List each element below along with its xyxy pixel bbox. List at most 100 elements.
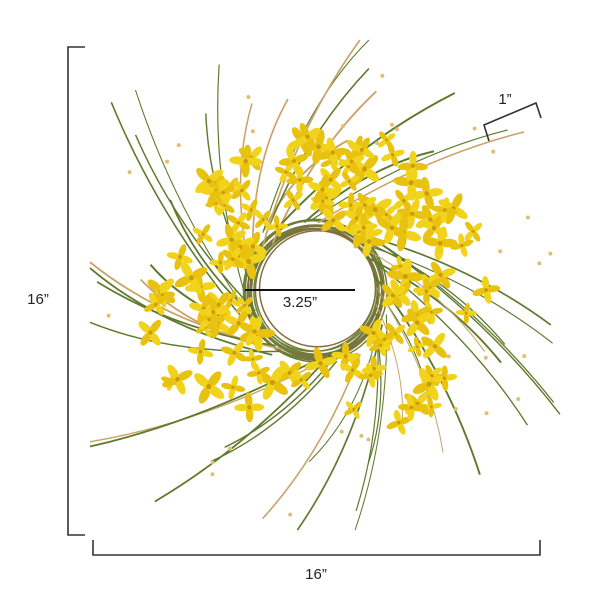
bud	[165, 159, 170, 164]
flower	[426, 261, 456, 289]
petal	[361, 366, 375, 374]
petal	[344, 408, 355, 416]
flower-center	[211, 310, 216, 314]
petal	[350, 160, 359, 174]
petal	[306, 127, 321, 139]
petal	[362, 240, 372, 257]
petal	[338, 159, 352, 167]
petal	[224, 258, 234, 271]
bud	[127, 170, 132, 175]
petal	[162, 377, 179, 388]
petal	[351, 357, 361, 371]
bud	[228, 446, 233, 451]
flower-center	[261, 218, 265, 222]
petal	[249, 199, 258, 211]
petal	[460, 244, 468, 257]
petal	[472, 222, 483, 233]
petal	[472, 288, 487, 296]
flower	[274, 162, 297, 183]
stem	[89, 321, 280, 353]
flower	[464, 221, 483, 242]
petal	[382, 338, 391, 352]
petal	[201, 294, 211, 310]
petal	[279, 360, 291, 374]
bud	[106, 313, 111, 318]
petal	[410, 404, 425, 412]
flower-center	[350, 368, 355, 373]
petal	[300, 371, 312, 381]
bud	[375, 141, 380, 146]
petal	[421, 374, 433, 383]
flower-center	[366, 239, 372, 244]
petal	[207, 169, 224, 183]
petal	[455, 309, 467, 316]
petal	[149, 319, 162, 334]
petal	[332, 147, 349, 156]
petal	[216, 237, 233, 247]
bud	[366, 437, 371, 442]
petal	[199, 282, 216, 291]
petal	[363, 204, 373, 217]
bud	[453, 406, 458, 411]
petal	[144, 303, 157, 312]
petal	[300, 379, 310, 390]
petal	[253, 332, 263, 352]
petal	[254, 329, 271, 338]
petal	[464, 230, 474, 241]
petal	[409, 150, 417, 167]
petal	[243, 304, 252, 315]
petal	[372, 337, 385, 346]
bud	[288, 512, 293, 517]
flower-center	[410, 163, 415, 168]
petal	[262, 381, 275, 400]
petal	[227, 322, 240, 336]
flower	[318, 137, 349, 168]
petal	[174, 256, 182, 270]
flower	[359, 319, 388, 348]
petal	[291, 378, 302, 388]
petal	[245, 157, 263, 166]
petal	[440, 209, 448, 224]
petal	[237, 221, 250, 230]
petal	[209, 298, 217, 313]
petal	[378, 139, 388, 148]
flower	[221, 375, 246, 400]
petal	[428, 406, 434, 418]
petal	[140, 331, 152, 346]
petal	[465, 221, 474, 233]
flower-center	[437, 240, 443, 246]
petal	[224, 224, 234, 241]
flower-center	[221, 190, 226, 195]
petal	[286, 189, 295, 201]
petal	[209, 259, 221, 266]
flower	[286, 166, 314, 194]
petal	[371, 319, 382, 334]
petal	[345, 401, 355, 411]
petal	[190, 267, 208, 280]
petal	[415, 307, 431, 317]
petal	[243, 297, 253, 307]
petal	[178, 244, 187, 258]
flower-center	[429, 405, 433, 409]
flower-center	[415, 401, 420, 406]
flower	[455, 302, 477, 324]
petal	[344, 210, 358, 220]
petal	[231, 247, 241, 260]
flower-center	[390, 293, 395, 298]
petal	[233, 179, 243, 192]
bud	[472, 126, 477, 131]
flower-center	[424, 191, 429, 196]
flower	[376, 212, 407, 245]
petal	[271, 381, 288, 395]
petal	[350, 224, 365, 231]
petal	[221, 191, 229, 206]
petal	[248, 252, 266, 264]
petal	[423, 237, 441, 247]
petal	[248, 403, 265, 411]
petal	[245, 330, 257, 346]
petal	[232, 385, 246, 392]
petal	[416, 391, 429, 405]
flower	[421, 332, 447, 359]
petal	[392, 285, 406, 297]
petal	[218, 179, 226, 193]
